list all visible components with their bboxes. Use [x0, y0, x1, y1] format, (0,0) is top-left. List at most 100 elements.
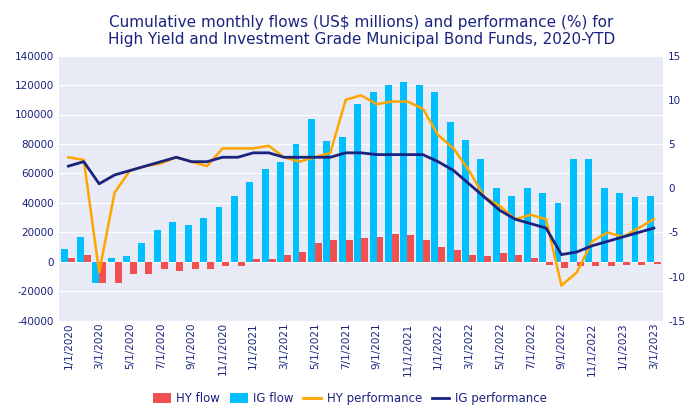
- Bar: [300, 252, 307, 262]
- Bar: [262, 169, 269, 262]
- Bar: [139, 243, 146, 262]
- Bar: [438, 247, 445, 262]
- IG performance: [434, 159, 442, 164]
- Bar: [407, 236, 414, 262]
- HY performance: [188, 159, 196, 164]
- IG performance: [295, 155, 304, 160]
- Bar: [431, 92, 438, 262]
- Bar: [130, 262, 137, 274]
- HY performance: [218, 146, 227, 151]
- HY performance: [619, 234, 627, 239]
- HY performance: [172, 155, 181, 160]
- HY performance: [449, 146, 458, 151]
- Bar: [123, 256, 130, 262]
- HY performance: [95, 270, 104, 275]
- Bar: [216, 207, 223, 262]
- Bar: [354, 104, 361, 262]
- Bar: [561, 262, 568, 268]
- HY performance: [265, 143, 273, 148]
- HY performance: [372, 102, 381, 107]
- HY performance: [280, 155, 288, 160]
- Bar: [277, 162, 284, 262]
- Bar: [447, 122, 454, 262]
- Bar: [231, 196, 238, 262]
- IG performance: [650, 226, 658, 231]
- Bar: [223, 262, 230, 266]
- HY performance: [126, 168, 134, 173]
- IG performance: [111, 173, 119, 178]
- Bar: [423, 240, 430, 262]
- IG performance: [218, 155, 227, 160]
- Bar: [454, 250, 461, 262]
- IG performance: [234, 155, 242, 160]
- Bar: [546, 262, 553, 265]
- HY performance: [634, 226, 643, 231]
- IG performance: [64, 164, 73, 169]
- IG performance: [95, 181, 104, 186]
- IG performance: [326, 155, 335, 160]
- HY performance: [311, 155, 319, 160]
- Bar: [392, 234, 399, 262]
- Bar: [238, 262, 245, 266]
- IG performance: [157, 159, 165, 164]
- IG performance: [372, 152, 381, 157]
- Bar: [570, 159, 577, 262]
- Bar: [524, 188, 531, 262]
- Bar: [269, 259, 276, 262]
- IG performance: [403, 152, 412, 157]
- IG performance: [249, 150, 258, 155]
- HY performance: [326, 150, 335, 155]
- HY performance: [249, 146, 258, 151]
- Bar: [577, 262, 584, 266]
- Bar: [308, 119, 315, 262]
- IG performance: [188, 159, 196, 164]
- IG performance: [419, 152, 427, 157]
- HY performance: [526, 212, 535, 217]
- IG performance: [126, 168, 134, 173]
- Bar: [585, 159, 592, 262]
- IG performance: [465, 181, 473, 186]
- IG performance: [80, 159, 88, 164]
- Bar: [284, 255, 291, 262]
- Bar: [176, 262, 183, 271]
- Bar: [207, 262, 214, 269]
- Bar: [192, 262, 199, 269]
- Bar: [108, 257, 115, 262]
- Bar: [92, 262, 99, 283]
- IG performance: [172, 155, 181, 160]
- IG performance: [634, 230, 643, 235]
- HY performance: [234, 146, 242, 151]
- IG performance: [588, 243, 596, 248]
- HY performance: [295, 159, 304, 164]
- IG performance: [357, 150, 365, 155]
- HY performance: [111, 190, 119, 195]
- Bar: [484, 256, 491, 262]
- Bar: [361, 239, 368, 262]
- Bar: [169, 222, 176, 262]
- HY performance: [388, 99, 396, 104]
- IG performance: [388, 152, 396, 157]
- HY performance: [434, 133, 442, 138]
- HY performance: [480, 194, 489, 200]
- Line: HY performance: HY performance: [69, 95, 654, 286]
- Bar: [616, 193, 623, 262]
- Line: IG performance: IG performance: [69, 153, 654, 255]
- Bar: [161, 262, 168, 269]
- IG performance: [449, 168, 458, 173]
- IG performance: [480, 194, 489, 200]
- Bar: [400, 82, 407, 262]
- HY performance: [203, 164, 211, 169]
- Legend: HY flow, IG flow, HY performance, IG performance: HY flow, IG flow, HY performance, IG per…: [148, 388, 552, 410]
- HY performance: [80, 158, 88, 163]
- Bar: [62, 249, 69, 262]
- Bar: [69, 257, 76, 262]
- Bar: [416, 85, 423, 262]
- HY performance: [573, 270, 581, 275]
- Bar: [99, 262, 106, 283]
- HY performance: [419, 106, 427, 111]
- HY performance: [542, 217, 550, 222]
- HY performance: [141, 164, 150, 169]
- Bar: [200, 218, 207, 262]
- Bar: [330, 240, 337, 262]
- Bar: [654, 262, 661, 264]
